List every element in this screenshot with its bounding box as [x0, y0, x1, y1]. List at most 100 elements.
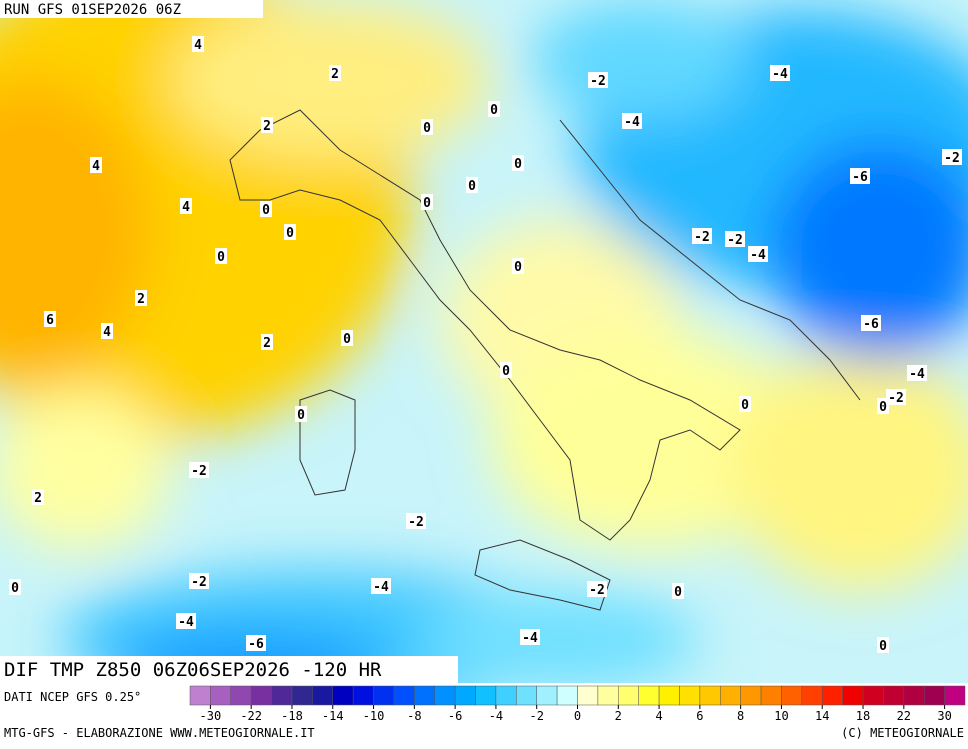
- contour-label: 0: [674, 585, 682, 600]
- colorbar-tick-label: 10: [774, 709, 788, 723]
- colorbar-swatch: [903, 685, 925, 706]
- contour-label-bg: [739, 396, 751, 412]
- coastline: [299, 389, 356, 496]
- contour-label: -4: [909, 367, 925, 382]
- contour-label: 0: [514, 157, 522, 172]
- contour-label: -4: [772, 67, 788, 82]
- colorbar-swatch: [597, 685, 619, 706]
- contour-label-bg: [622, 113, 642, 129]
- colorbar-swatch: [679, 685, 701, 706]
- contour-label: 4: [92, 159, 100, 174]
- contour-label-bg: [421, 194, 433, 210]
- colorbar-swatch: [536, 685, 558, 706]
- contour-label: 0: [514, 260, 522, 275]
- contour-label: -4: [750, 248, 766, 263]
- contour-label-bg: [861, 315, 881, 331]
- contour-label-bg: [261, 117, 273, 133]
- contour-label-bg: [748, 246, 768, 262]
- colorbar-swatch: [495, 685, 517, 706]
- contour-label: 0: [262, 203, 270, 218]
- contour-label-bg: [180, 198, 192, 214]
- contour-label-bg: [246, 635, 266, 651]
- contour-label-bg: [488, 101, 500, 117]
- footer-left: MTG-GFS - ELABORAZIONE WWW.METEOGIORNALE…: [4, 726, 315, 740]
- colorbar-tick-label: 4: [655, 709, 662, 723]
- contour-label: -2: [589, 583, 605, 598]
- contour-label-bg: [260, 201, 272, 217]
- colorbar-swatch: [781, 685, 803, 706]
- colorbar-swatch: [556, 685, 578, 706]
- title-box: [0, 656, 458, 683]
- contour-label-bg: [886, 389, 906, 405]
- colorbar: -30 -22 -18 -14 -10 -8 -6 -4 -2 0 2 4 6 8 10 14 18 22 30: [189, 685, 966, 723]
- colorbar-tick-label: -4: [489, 709, 503, 723]
- contour-label: 2: [137, 292, 145, 307]
- colorbar-tick-label: 18: [856, 709, 870, 723]
- contour-label: 4: [194, 38, 202, 53]
- contour-label: 4: [103, 325, 111, 340]
- colorbar-tick-label: -30: [200, 709, 222, 723]
- contour-label-bg: [588, 72, 608, 88]
- colorbar-tick-label: -8: [407, 709, 421, 723]
- contour-label-bg: [406, 513, 426, 529]
- contour-label-bg: [135, 290, 147, 306]
- contour-label-bg: [101, 323, 113, 339]
- colorbar-swatch: [271, 685, 293, 706]
- contour-label: 0: [423, 196, 431, 211]
- colorbar-tick-label: 14: [815, 709, 829, 723]
- contour-label-bg: [850, 168, 870, 184]
- contour-label: 0: [217, 250, 225, 265]
- contour-label-bg: [9, 579, 21, 595]
- colorbar-swatch: [801, 685, 823, 706]
- contour-label: 2: [263, 119, 271, 134]
- colorbar-swatch: [720, 685, 741, 706]
- contour-label-bg: [587, 581, 607, 597]
- colorbar-swatch: [577, 685, 599, 706]
- colorbar-swatch: [454, 685, 476, 706]
- colorbar-swatch: [373, 685, 395, 706]
- run-header: RUN GFS 01SEP2026 06Z: [4, 2, 181, 18]
- colorbar-swatch: [230, 685, 252, 706]
- contour-label-bg: [189, 462, 209, 478]
- contour-label: 0: [502, 364, 510, 379]
- contour-label-bg: [192, 36, 204, 52]
- colorbar-tick-label: -10: [363, 709, 385, 723]
- colorbar-tick-label: -18: [281, 709, 303, 723]
- contour-label-bg: [725, 231, 745, 247]
- colorbar-tick-label: 6: [696, 709, 703, 723]
- contour-label: 0: [879, 639, 887, 654]
- contour-label-bg: [176, 613, 196, 629]
- colorbar-swatch: [393, 685, 415, 706]
- contour-label: -2: [727, 233, 743, 248]
- coastline: [229, 109, 741, 541]
- contour-label-bg: [520, 629, 540, 645]
- contour-label: -2: [408, 515, 424, 530]
- contour-label: 2: [263, 336, 271, 351]
- colorbar-swatch: [414, 685, 435, 706]
- contour-label: -4: [373, 580, 389, 595]
- colorbar-tick-label: 8: [737, 709, 744, 723]
- contour-label-bg: [261, 334, 273, 350]
- colorbar-swatch: [699, 685, 721, 706]
- contour-label-bg: [371, 578, 391, 594]
- contour-label-bg: [44, 311, 56, 327]
- contour-label: -2: [191, 575, 207, 590]
- contour-label-bg: [215, 248, 227, 264]
- colorbar-swatch: [821, 685, 843, 706]
- contour-label: 0: [490, 103, 498, 118]
- colorbar-swatch: [923, 685, 945, 706]
- colorbar-swatch: [475, 685, 497, 706]
- contour-label-bg: [90, 157, 102, 173]
- contour-label: -2: [694, 230, 710, 245]
- contour-label: 0: [11, 581, 19, 596]
- contour-label: -4: [624, 115, 640, 130]
- contour-label: -2: [888, 391, 904, 406]
- colorbar-tick-label: 30: [937, 709, 951, 723]
- contour-label-bg: [512, 258, 524, 274]
- colorbar-swatch: [434, 685, 456, 706]
- contour-label: 4: [182, 200, 190, 215]
- contour-label: 0: [297, 408, 305, 423]
